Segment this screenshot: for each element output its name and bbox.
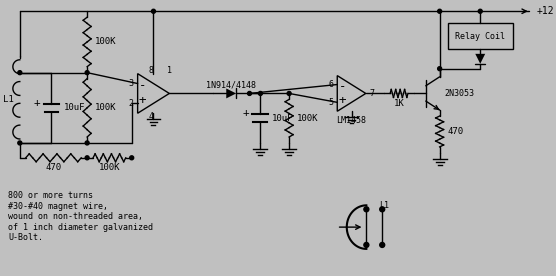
Text: 4: 4 — [149, 112, 154, 121]
Text: 800 or more turns: 800 or more turns — [8, 192, 93, 200]
Text: +: + — [339, 94, 346, 107]
Text: L1: L1 — [379, 201, 389, 210]
Text: 100K: 100K — [98, 163, 120, 172]
Text: 1: 1 — [167, 66, 172, 75]
Text: 1K: 1K — [394, 99, 404, 108]
Circle shape — [287, 91, 291, 95]
Circle shape — [259, 91, 262, 95]
Circle shape — [85, 141, 89, 145]
Text: 5: 5 — [328, 98, 333, 107]
Text: wound on non-threaded area,: wound on non-threaded area, — [8, 212, 143, 221]
Circle shape — [151, 9, 156, 13]
Circle shape — [130, 156, 133, 160]
Text: 6: 6 — [328, 80, 333, 89]
Text: LM1458: LM1458 — [336, 116, 366, 125]
Circle shape — [364, 207, 369, 212]
Text: of 1 inch diameter galvanized: of 1 inch diameter galvanized — [8, 223, 153, 232]
Circle shape — [380, 242, 385, 247]
Text: 2: 2 — [128, 99, 133, 108]
Text: 100K: 100K — [95, 103, 117, 112]
Text: 3: 3 — [128, 79, 133, 88]
Text: +12: +12 — [537, 6, 554, 16]
Text: 2N3053: 2N3053 — [445, 89, 475, 98]
Text: -: - — [139, 79, 146, 92]
Circle shape — [438, 9, 441, 13]
FancyBboxPatch shape — [448, 23, 513, 49]
Text: -: - — [339, 80, 346, 93]
Text: U-Bolt.: U-Bolt. — [8, 233, 43, 242]
Text: 1N914/4148: 1N914/4148 — [206, 80, 256, 89]
Circle shape — [85, 156, 89, 160]
Circle shape — [85, 71, 89, 75]
Text: +: + — [139, 94, 146, 107]
Text: 470: 470 — [448, 127, 464, 136]
Text: #30-#40 magnet wire,: #30-#40 magnet wire, — [8, 202, 108, 211]
Text: +: + — [34, 98, 41, 108]
Circle shape — [380, 207, 385, 212]
Text: 470: 470 — [46, 163, 62, 172]
Text: Relay Coil: Relay Coil — [455, 31, 505, 41]
Text: 10uF: 10uF — [272, 114, 294, 123]
Polygon shape — [226, 89, 236, 98]
Text: 10uF: 10uF — [63, 103, 85, 112]
Polygon shape — [475, 54, 485, 64]
Circle shape — [18, 141, 22, 145]
Text: 100K: 100K — [297, 114, 319, 123]
Circle shape — [247, 91, 251, 95]
Text: 100K: 100K — [95, 38, 117, 46]
Text: +: + — [243, 108, 250, 118]
Circle shape — [438, 67, 441, 71]
Circle shape — [18, 71, 22, 75]
Text: 8: 8 — [149, 66, 154, 75]
Text: 7: 7 — [370, 89, 375, 98]
Circle shape — [478, 9, 482, 13]
Text: L1: L1 — [3, 95, 13, 104]
Circle shape — [364, 242, 369, 247]
